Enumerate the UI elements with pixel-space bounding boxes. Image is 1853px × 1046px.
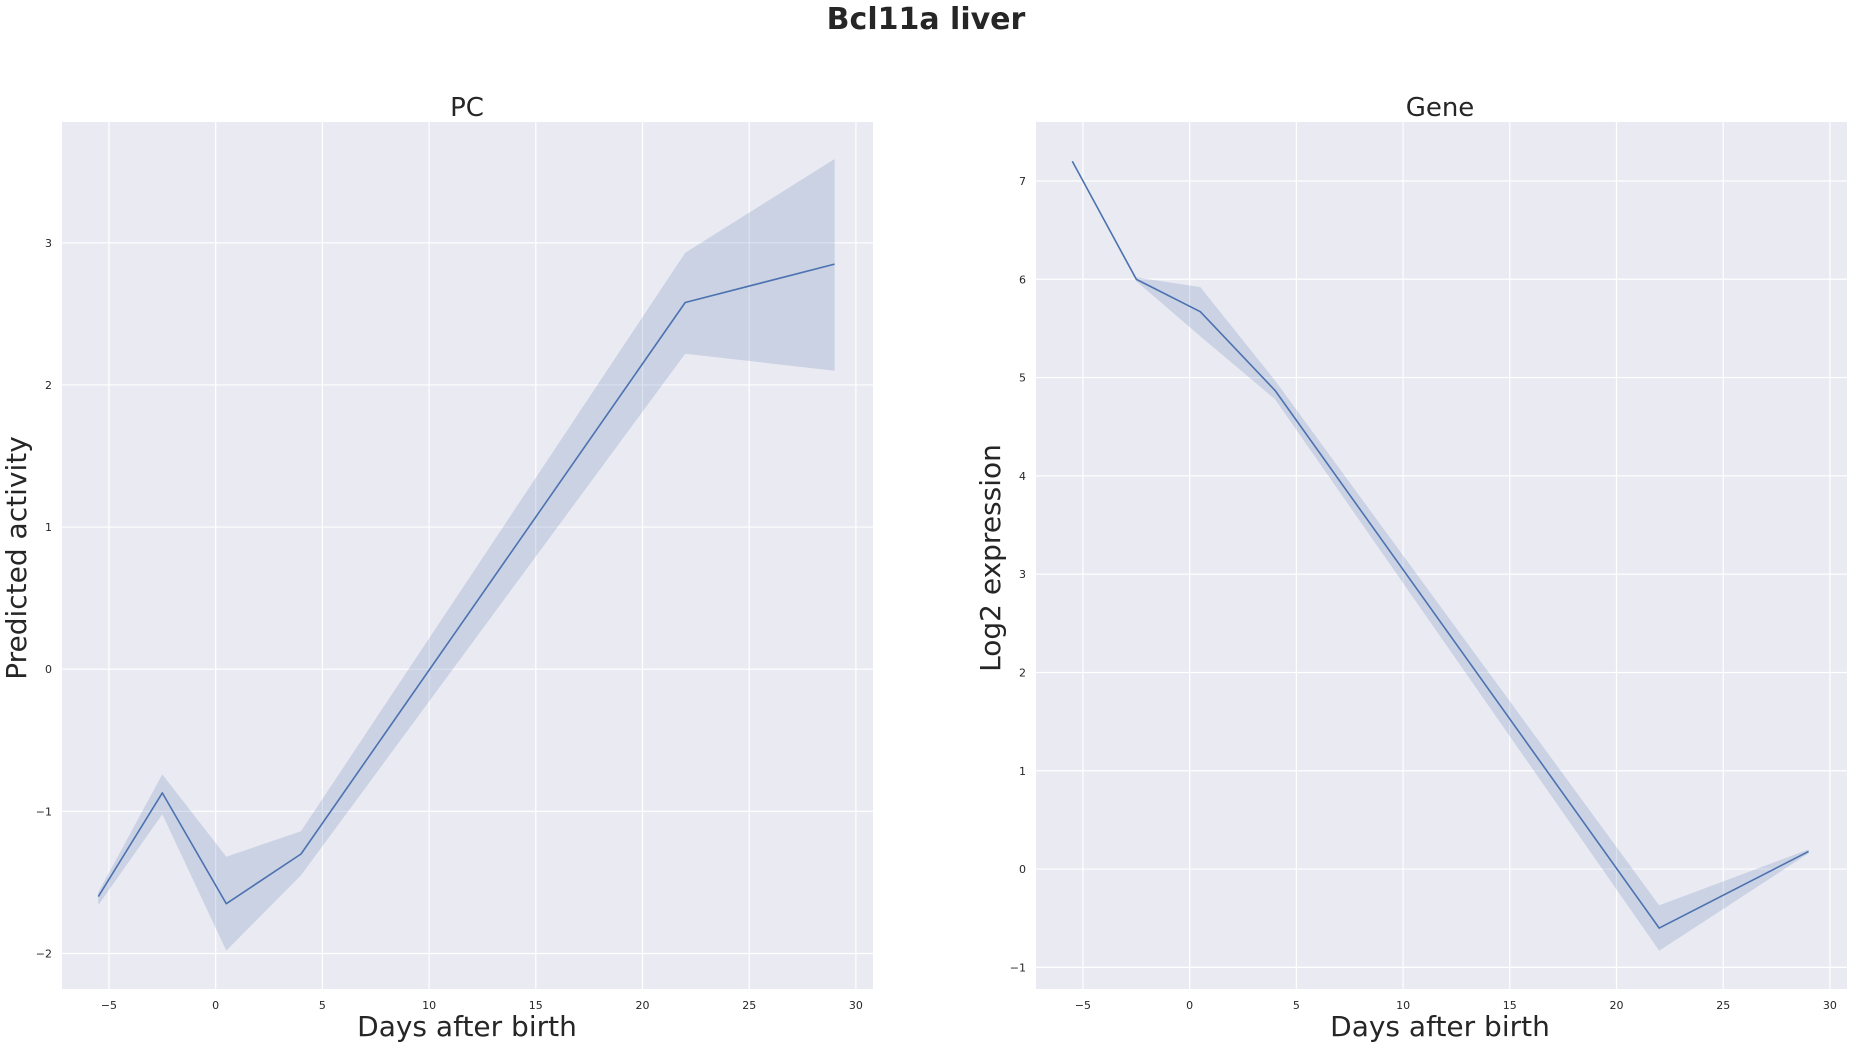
pc-x-tick-label: −5	[101, 999, 117, 1012]
gene-y-tick-label: 0	[1019, 863, 1026, 876]
gene-y-tick-label: 7	[1019, 175, 1026, 188]
pc-confidence-band	[98, 159, 835, 951]
pc-x-axis-label: Days after birth	[357, 1010, 577, 1043]
gene-y-tick-label: −1	[1010, 961, 1026, 974]
gene-x-tick-label: 0	[1186, 999, 1193, 1012]
pc-chart-title: PC	[450, 93, 484, 123]
gene-y-axis-label: Log2 expression	[974, 444, 1007, 672]
pc-x-tick-label: 25	[742, 999, 756, 1012]
gene-x-tick-label: 30	[1823, 999, 1837, 1012]
gene-plot-area	[1036, 122, 1847, 989]
gene-chart-panel: Gene Days after birth Log2 expression −5…	[974, 93, 1847, 1043]
pc-x-tick-label: 5	[319, 999, 326, 1012]
gene-y-tick-label: 1	[1019, 765, 1026, 778]
gene-confidence-band	[1072, 161, 1809, 951]
pc-y-tick-label: 1	[45, 521, 52, 534]
pc-y-tick-label: 0	[45, 663, 52, 676]
gene-y-tick-label: 3	[1019, 568, 1026, 581]
gene-x-axis-label: Days after birth	[1330, 1010, 1550, 1043]
pc-y-tick-label: −2	[36, 947, 52, 960]
pc-y-tick-label: 3	[45, 237, 52, 250]
gene-series-line	[1071, 160, 1809, 929]
gene-x-tick-label: 25	[1716, 999, 1730, 1012]
pc-y-axis-label: Predicted activity	[0, 436, 33, 680]
gene-y-tick-label: 5	[1019, 372, 1026, 385]
gene-y-tick-label: 6	[1019, 273, 1026, 286]
pc-x-tick-label: 0	[212, 999, 219, 1012]
pc-series-line	[97, 263, 835, 905]
pc-y-tick-label: 2	[45, 379, 52, 392]
gene-x-tick-label: 5	[1293, 999, 1300, 1012]
gene-x-tick-label: 10	[1396, 999, 1410, 1012]
gene-x-tick-label: 15	[1503, 999, 1517, 1012]
gene-y-tick-label: 4	[1019, 470, 1026, 483]
pc-chart-panel: PC Days after birth Predicted activity −…	[0, 93, 873, 1043]
pc-x-tick-label: 20	[636, 999, 650, 1012]
figure-suptitle: Bcl11a liver	[827, 2, 1026, 37]
pc-x-tick-label: 30	[849, 999, 863, 1012]
gene-y-tick-label: 2	[1019, 666, 1026, 679]
gene-x-tick-label: −5	[1075, 999, 1091, 1012]
gene-chart-title: Gene	[1406, 93, 1475, 123]
pc-x-tick-label: 10	[422, 999, 436, 1012]
pc-plot-area	[62, 122, 873, 989]
gene-x-tick-label: 20	[1610, 999, 1624, 1012]
pc-y-tick-label: −1	[36, 805, 52, 818]
pc-x-tick-label: 15	[529, 999, 543, 1012]
